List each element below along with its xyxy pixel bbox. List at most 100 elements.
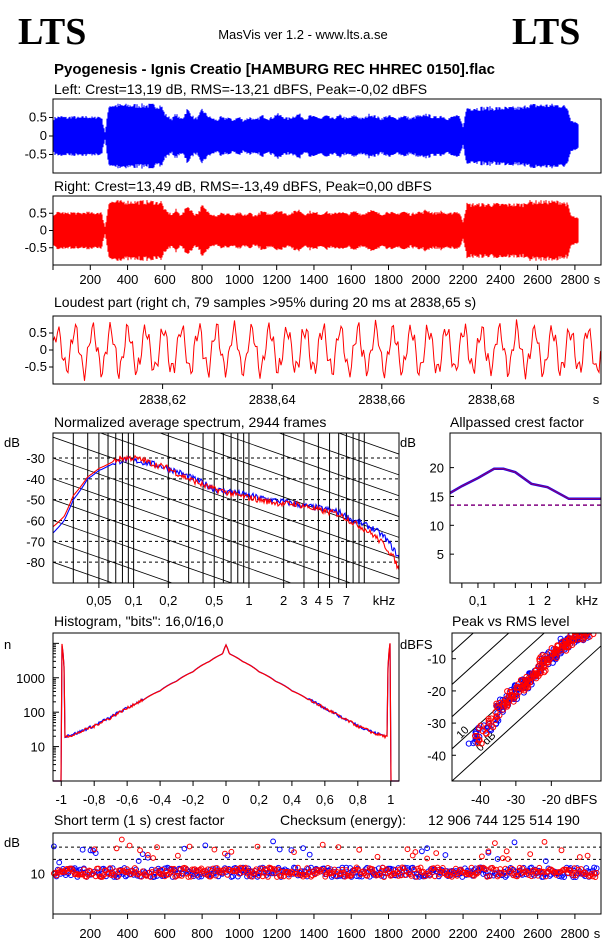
st-point-blue bbox=[202, 842, 209, 849]
st-point-red bbox=[57, 868, 64, 875]
pvr-point-red bbox=[508, 691, 515, 699]
pvr-point-red bbox=[588, 624, 593, 629]
st-point-red bbox=[514, 873, 520, 880]
st-point-red bbox=[475, 869, 481, 876]
loudest-xtick-label: 2838,68 bbox=[468, 392, 515, 407]
st-point-red bbox=[381, 874, 387, 880]
st-point-red bbox=[484, 873, 491, 880]
st-point-red bbox=[265, 874, 271, 880]
histogram-xtick-label: 0,6 bbox=[316, 792, 334, 807]
pvr-point-red bbox=[552, 648, 559, 655]
short-term-crest-title: Short term (1 s) crest factor bbox=[54, 812, 225, 828]
pvr-point-red bbox=[493, 700, 500, 707]
st-xtick-label: 400 bbox=[117, 926, 139, 941]
checksum-value: 12 906 744 125 514 190 bbox=[428, 812, 580, 828]
spectrum-ytick-label: -30 bbox=[26, 451, 45, 466]
loudest-part-plot: 0.5 0 -0.5 2838,62 2838,64 2838,66 2838,68 s bbox=[25, 315, 602, 407]
right-channel-title: Right: Crest=13,49 dB, RMS=-13,49 dBFS, … bbox=[54, 178, 432, 194]
st-point-blue bbox=[152, 870, 159, 876]
pvr-point-blue bbox=[584, 627, 589, 632]
st-point-red bbox=[325, 865, 331, 871]
st-point-red bbox=[332, 872, 339, 879]
time-xtick-label: 2000 bbox=[411, 272, 440, 287]
pvr-point-red bbox=[510, 698, 517, 705]
pvr-point-red bbox=[538, 663, 545, 670]
histogram-frame bbox=[52, 632, 400, 782]
pvr-ytick-label: -10 bbox=[427, 652, 446, 667]
loudest-ytick-label: 0 bbox=[40, 342, 47, 357]
st-point-blue bbox=[79, 846, 86, 853]
pvr-point-red bbox=[476, 736, 483, 743]
st-point-red bbox=[476, 864, 483, 871]
loudest-xtick-label: 2838,66 bbox=[358, 392, 405, 407]
time-xtick-label: 2200 bbox=[449, 272, 478, 287]
time-xtick-label: 2400 bbox=[486, 272, 515, 287]
loudest-waveform bbox=[52, 319, 601, 381]
time-xtick-label: 400 bbox=[117, 272, 139, 287]
loudest-xtick-label: 2838,62 bbox=[139, 392, 186, 407]
st-point-red bbox=[145, 852, 151, 858]
spectrum-slope-line bbox=[218, 433, 399, 497]
time-xtick-label: 1200 bbox=[262, 272, 291, 287]
right-ytick-label: 0.5 bbox=[29, 205, 47, 220]
right-envelope bbox=[53, 200, 579, 261]
left-ytick-label: 0.5 bbox=[29, 110, 47, 125]
st-point-red bbox=[117, 868, 124, 874]
pvr-point-blue bbox=[470, 740, 477, 747]
crest-xtick-label: 1 bbox=[528, 593, 535, 608]
st-point-red bbox=[479, 853, 485, 860]
st-point-red bbox=[224, 872, 231, 878]
crest-frame bbox=[449, 432, 602, 584]
logo-left: LTS bbox=[18, 11, 86, 53]
st-point-blue bbox=[502, 874, 509, 880]
spectrum-ytick-label: -60 bbox=[26, 514, 45, 529]
st-point-blue bbox=[87, 847, 94, 854]
histogram-title: Histogram, "bits": 16,0/16,0 bbox=[54, 613, 224, 629]
time-xtick-label: 1400 bbox=[299, 272, 328, 287]
st-xtick-label: 200 bbox=[79, 926, 101, 941]
histogram-ytick-label: 10 bbox=[31, 740, 45, 755]
crest-xunit-label: kHz bbox=[576, 593, 598, 608]
st-xtick-label: 2800 bbox=[560, 926, 589, 941]
histogram-series-red bbox=[53, 643, 399, 782]
st-point-red bbox=[315, 867, 322, 874]
spectrum-slope-line bbox=[53, 646, 399, 767]
st-point-red bbox=[536, 864, 543, 871]
spectrum-ytick-label: -40 bbox=[26, 472, 45, 487]
st-point-red bbox=[563, 866, 570, 873]
crest-xtick-label: 2 bbox=[544, 593, 551, 608]
st-point-red bbox=[113, 845, 120, 852]
st-point-red bbox=[176, 872, 183, 879]
spectrum-series-red bbox=[53, 454, 399, 571]
pvr-point-red bbox=[496, 699, 503, 707]
loudest-xtick-label: 2838,64 bbox=[249, 392, 296, 407]
st-point-red bbox=[124, 866, 130, 872]
spectrum-ytick-label: -70 bbox=[26, 534, 45, 549]
st-point-red bbox=[584, 852, 591, 859]
loudest-ytick-label: 0.5 bbox=[29, 325, 47, 340]
spectrum-slope-line bbox=[53, 478, 352, 583]
pvr-point-red bbox=[499, 701, 506, 708]
spectrum-plot: -30 -40 -50 -60 -70 -80 0,05 0,1 0,2 0,5 1 2 3 4 5 7 kHz bbox=[26, 432, 400, 767]
loudest-xunit-label: s bbox=[593, 392, 600, 407]
st-point-red bbox=[541, 839, 548, 845]
allpass-ylabel: dB bbox=[400, 435, 416, 450]
spectrum-slope-line bbox=[53, 561, 114, 583]
st-point-red bbox=[254, 843, 261, 850]
spectrum-xtick-label: 1 bbox=[245, 593, 252, 608]
pvr-point-red bbox=[533, 675, 540, 682]
st-frame bbox=[52, 832, 602, 915]
right-ytick-label: -0.5 bbox=[25, 240, 47, 255]
app-title: MasVis ver 1.2 - www.lts.a.se bbox=[218, 27, 388, 42]
st-point-red bbox=[485, 848, 492, 855]
st-point-red bbox=[188, 873, 194, 880]
st-xtick-label: 1400 bbox=[299, 926, 328, 941]
st-point-red bbox=[175, 852, 181, 859]
pvr-point-red bbox=[590, 633, 597, 638]
pvr-crest-label: 30 bbox=[415, 698, 432, 715]
left-channel-title: Left: Crest=13,19 dB, RMS=-13,21 dBFS, P… bbox=[54, 81, 427, 97]
st-point-red bbox=[211, 846, 218, 853]
pvr-point-blue bbox=[580, 633, 585, 634]
crest-ytick-label: 15 bbox=[430, 489, 444, 504]
pvr-point-red bbox=[585, 623, 590, 628]
